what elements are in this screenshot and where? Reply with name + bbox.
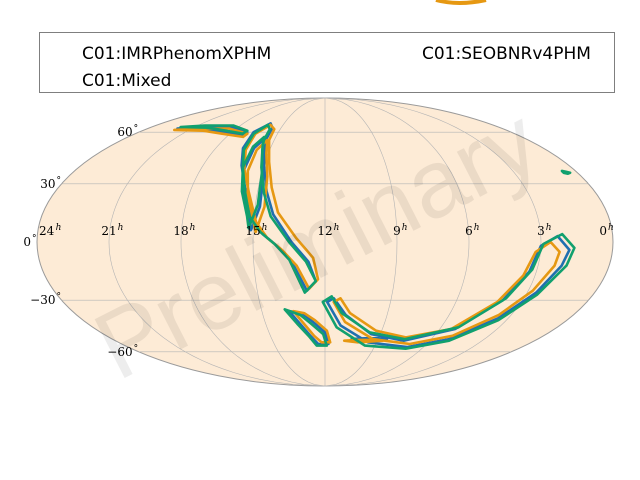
- tick-labels: 24 h 21 h 18 h 15 h 12 h 9 h 6 h 3 h 0 h60 °30 °0 °−30 °−60 °: [23, 124, 613, 359]
- ra-tick-label: 18: [173, 224, 188, 238]
- graticule-meridian: [324, 97, 542, 387]
- legend-label-mixed: C01:Mixed: [82, 71, 171, 91]
- ra-tick-unit: h: [190, 223, 196, 233]
- graticule-meridian: [324, 97, 398, 387]
- partial-top-arc: [435, 0, 487, 5]
- dec-tick-unit: °: [134, 344, 139, 354]
- graticule-meridian: [252, 97, 326, 387]
- legend: C01:IMRPhenomXPHM C01:SEOBNRv4PHM C01:Mi…: [39, 32, 615, 93]
- ra-tick-unit: h: [474, 223, 480, 233]
- ra-tick-label: 6: [465, 224, 473, 238]
- contour-imrphenom: [287, 309, 330, 346]
- ra-tick-label: 24: [39, 224, 55, 238]
- ra-tick-label: 9: [393, 224, 401, 238]
- dec-tick-unit: °: [134, 124, 139, 134]
- ra-tick-unit: h: [118, 223, 124, 233]
- contour-layer: [173, 122, 576, 350]
- contour-mixed: [283, 308, 328, 347]
- dec-tick-label: 60: [117, 125, 132, 139]
- contour-mixed: [321, 232, 576, 350]
- contour-mixed: [560, 169, 572, 175]
- ra-tick-unit: h: [56, 223, 62, 233]
- contour-seobnr: [332, 240, 561, 346]
- contour-seobnr: [342, 338, 384, 344]
- dec-tick-unit: °: [32, 234, 37, 244]
- ra-tick-label: 15: [245, 224, 260, 238]
- ra-tick-label: 21: [101, 224, 116, 238]
- ra-tick-label: 12: [317, 224, 332, 238]
- ra-tick-unit: h: [546, 223, 552, 233]
- contour-mixed: [240, 135, 266, 230]
- dec-tick-label: −30: [30, 293, 55, 307]
- dec-tick-unit: °: [57, 292, 62, 302]
- ra-tick-unit: h: [608, 223, 614, 233]
- graticule-meridian: [324, 97, 470, 387]
- dec-tick-label: 0: [23, 235, 31, 249]
- ra-tick-unit: h: [402, 223, 408, 233]
- contour-seobnr: [173, 127, 249, 139]
- ra-tick-unit: h: [262, 223, 268, 233]
- dec-tick-unit: °: [57, 176, 62, 186]
- graticule: [61, 97, 589, 387]
- legend-label-seobnr: C01:SEOBNRv4PHM: [422, 44, 591, 64]
- dec-tick-label: −60: [107, 345, 132, 359]
- mollweide-plot: 24 h 21 h 18 h 15 h 12 h 9 h 6 h 3 h 0 h60 °30 °0 °−30 °−60 °: [23, 97, 614, 387]
- contour-mixed: [241, 123, 318, 294]
- ra-tick-unit: h: [334, 223, 340, 233]
- graticule-meridian: [108, 97, 326, 387]
- legend-label-imrphenom: C01:IMRPhenomXPHM: [82, 44, 271, 64]
- legend-frame: [39, 32, 615, 93]
- dec-tick-label: 30: [40, 177, 55, 191]
- contour-mixed: [179, 124, 249, 135]
- contour-seobnr: [292, 309, 332, 344]
- ra-tick-label: 0: [599, 224, 607, 238]
- ra-tick-label: 3: [537, 224, 545, 238]
